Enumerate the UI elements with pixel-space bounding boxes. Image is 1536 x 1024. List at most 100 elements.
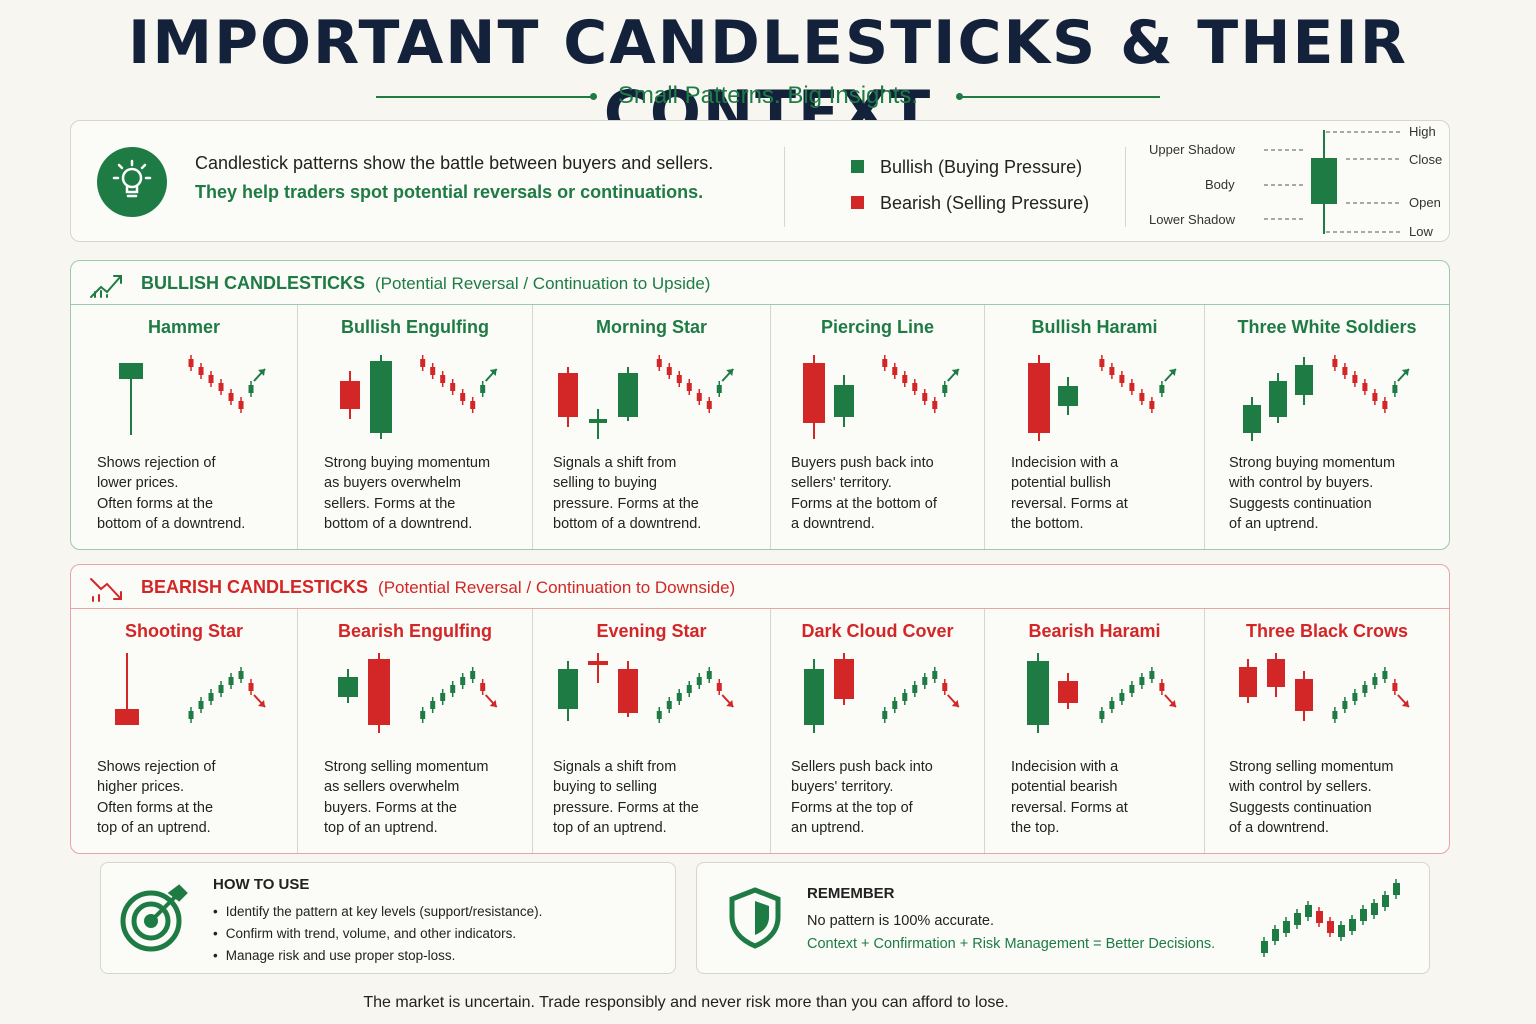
pattern-illustration	[558, 355, 734, 439]
piercing-green-candle	[834, 375, 854, 427]
bearish-header: BEARISH CANDLESTICKS (Potential Reversal…	[71, 565, 1449, 609]
intro-highlight: They help traders spot potential reversa…	[195, 182, 704, 202]
star-third-candle	[618, 661, 638, 717]
subtitle-dot-right	[956, 93, 963, 100]
mini-candle	[1294, 909, 1301, 929]
shield-icon	[729, 887, 781, 949]
harami-small-candle	[1058, 673, 1078, 709]
bullish-title-text: BULLISH CANDLESTICKS	[141, 273, 365, 293]
how-to-use-box: HOW TO USE Identify the pattern at key l…	[100, 862, 676, 974]
bearish-section: BEARISH CANDLESTICKS (Potential Reversal…	[70, 564, 1450, 854]
pattern-card-evening-star: Evening Star Signals a shift from buying …	[532, 609, 770, 853]
context-trend	[420, 355, 498, 413]
pattern-name: Bearish Engulfing	[337, 621, 492, 641]
subtitle-row: Small Patterns. Big Insights.	[0, 80, 1536, 114]
pattern-description: Indecision with a potential bullish reve…	[1011, 455, 1128, 532]
pattern-description: Signals a shift from selling to buying p…	[553, 455, 702, 532]
intro-panel: Candlestick patterns show the battle bet…	[70, 120, 1450, 242]
list-item: Manage risk and use proper stop-loss.	[213, 945, 542, 967]
pattern-description: Strong buying momentum with control by b…	[1229, 455, 1396, 532]
pattern-card-dark-cloud-cover: Dark Cloud Cover Sellers push back into b…	[770, 609, 984, 853]
crow-3-candle	[1295, 671, 1313, 721]
intro-divider-2	[1125, 147, 1126, 227]
hammer-candle	[119, 363, 143, 435]
mini-candle	[1371, 899, 1378, 919]
bullish-section: BULLISH CANDLESTICKS (Potential Reversal…	[70, 260, 1450, 550]
subtitle-dot-left	[590, 93, 597, 100]
crow-2-candle	[1267, 653, 1285, 697]
list-item: Confirm with trend, volume, and other in…	[213, 923, 542, 945]
pattern-name: Morning Star	[596, 317, 707, 337]
pattern-description: Sellers push back into buyers' territory…	[791, 759, 933, 836]
label-lower-shadow: Lower Shadow	[1149, 212, 1235, 227]
pattern-name: Dark Cloud Cover	[801, 621, 954, 641]
pattern-name: Bullish Engulfing	[341, 317, 489, 337]
bullish-header-divider	[71, 304, 1449, 305]
label-open: Open	[1409, 195, 1441, 210]
harami-small-candle	[1058, 377, 1078, 415]
context-trend	[882, 667, 960, 723]
pattern-illustration	[1028, 355, 1177, 441]
darkcloud-green-candle	[804, 659, 824, 733]
context-trend	[420, 667, 498, 723]
page-subtitle: Small Patterns. Big Insights.	[617, 82, 919, 109]
pattern-name: Hammer	[147, 317, 221, 337]
pattern-illustration	[1027, 653, 1177, 733]
pattern-description: Strong selling momentum as sellers overw…	[324, 759, 489, 836]
engulf-large-candle	[370, 355, 392, 439]
bullish-header: BULLISH CANDLESTICKS (Potential Reversal…	[71, 261, 1449, 305]
legend-bullish-label: Bullish (Buying Pressure)	[880, 157, 1083, 177]
footer-disclaimer: The market is uncertain. Trade responsib…	[363, 994, 1009, 1011]
darkcloud-red-candle	[834, 653, 854, 705]
pattern-description: Signals a shift from buying to selling p…	[553, 759, 699, 836]
lightbulb-icon	[97, 147, 167, 217]
pattern-name: Three Black Crows	[1245, 621, 1409, 641]
pattern-illustration	[1243, 355, 1410, 441]
bearish-header-divider	[71, 608, 1449, 609]
remember-title: REMEMBER	[807, 885, 895, 902]
pattern-card-shooting-star: Shooting Star Shows rejection of higher p…	[71, 609, 297, 853]
bearish-subtitle: (Potential Reversal / Continuation to Do…	[378, 578, 736, 597]
list-item: Identify the pattern at key levels (supp…	[213, 901, 543, 923]
star-doji-candle	[588, 653, 608, 683]
soldier-1-candle	[1243, 397, 1261, 441]
pattern-name: Evening Star	[596, 621, 707, 641]
bearish-title: BEARISH CANDLESTICKS (Potential Reversal…	[141, 577, 735, 598]
mini-candle	[1261, 937, 1268, 957]
intro-divider	[784, 147, 785, 227]
mini-candle	[1393, 879, 1400, 899]
pattern-card-bearish-harami: Bearish Harami Indecision with a potentia…	[984, 609, 1204, 853]
label-high: High	[1409, 124, 1436, 139]
mini-candle	[1305, 901, 1312, 921]
pattern-card-three-black-crows: Three Black Crows Strong selling momentum…	[1204, 609, 1449, 853]
subtitle-line-right	[962, 96, 1160, 98]
remember-box: REMEMBER No pattern is 100% accurate. Co…	[696, 862, 1430, 974]
pattern-card-bullish-engulfing: Bullish Engulfing Strong buying momentum …	[297, 305, 532, 549]
pattern-name: Shooting Star	[125, 621, 243, 641]
star-doji-candle	[589, 409, 607, 439]
pattern-illustration	[115, 653, 266, 725]
mini-candle	[1316, 907, 1323, 927]
pattern-name: Piercing Line	[820, 317, 935, 337]
harami-large-candle	[1028, 355, 1050, 441]
mini-candle	[1360, 905, 1367, 925]
legend-bearish: Bearish (Selling Pressure)	[851, 193, 1089, 214]
pattern-card-bullish-harami: Bullish Harami Indecision with a potentia…	[984, 305, 1204, 549]
intro-text: Candlestick patterns show the battle bet…	[195, 153, 714, 173]
pattern-illustration	[340, 355, 498, 439]
mini-candle	[1349, 915, 1356, 935]
harami-large-candle	[1027, 653, 1049, 733]
bearish-swatch	[851, 196, 864, 209]
pattern-description: Shows rejection of higher prices. Often …	[97, 759, 216, 836]
bullish-swatch	[851, 160, 864, 173]
pattern-illustration	[119, 355, 266, 435]
pattern-description: Strong selling momentum with control by …	[1229, 759, 1394, 836]
legend-bearish-label: Bearish (Selling Pressure)	[880, 193, 1090, 213]
star-first-candle	[558, 661, 578, 721]
mini-candle	[1327, 917, 1334, 937]
target-icon	[120, 884, 188, 952]
context-trend	[882, 355, 960, 413]
mini-candle	[1283, 917, 1290, 937]
trend-down-icon	[90, 578, 122, 602]
pattern-description: Indecision with a potential bearish reve…	[1011, 759, 1128, 836]
